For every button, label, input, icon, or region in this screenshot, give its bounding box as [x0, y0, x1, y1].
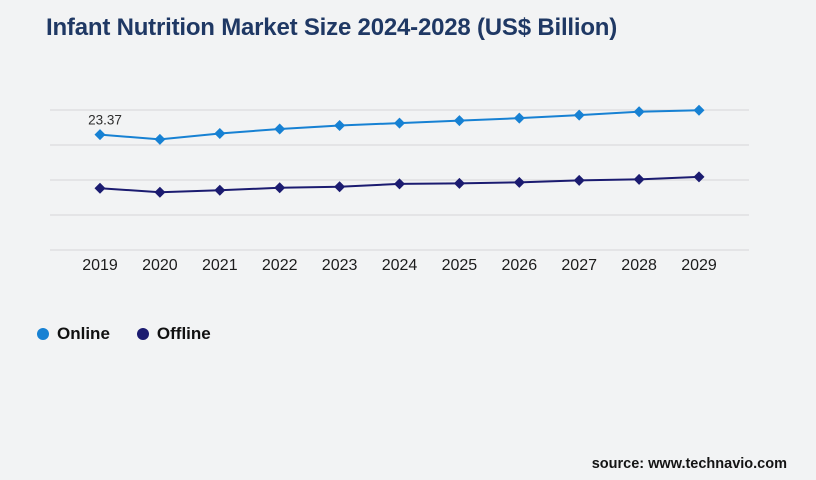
data-point-online-2025 — [453, 115, 465, 127]
data-point-online-2019 — [94, 129, 106, 141]
x-axis-label-2026: 2026 — [502, 257, 538, 274]
data-point-online-2022 — [274, 123, 286, 135]
x-axis-label-2025: 2025 — [442, 257, 478, 274]
data-point-online-2029 — [693, 104, 705, 116]
x-axis-label-2023: 2023 — [322, 257, 358, 274]
data-point-offline-2019 — [94, 182, 106, 194]
chart-title: Infant Nutrition Market Size 2024-2028 (… — [46, 14, 618, 41]
line-chart: 2019 2020 2021 2022 2023 2024 2025 2026 2027 2028… — [50, 104, 749, 274]
data-point-offline-2024 — [394, 178, 405, 190]
x-axis-label-2029: 2029 — [681, 257, 717, 274]
x-axis-label-2028: 2028 — [621, 257, 657, 274]
data-point-offline-2021 — [214, 184, 226, 196]
legend-item-offline: Offline — [136, 324, 211, 344]
data-point-online-2027 — [573, 109, 585, 121]
legend-dot-offline-icon — [136, 328, 149, 340]
x-axis-label-2022: 2022 — [262, 257, 298, 274]
data-point-offline-2026 — [513, 176, 525, 188]
data-point-online-2020 — [154, 133, 166, 145]
data-point-online-2024 — [394, 117, 405, 129]
data-point-offline-2022 — [274, 182, 286, 194]
legend-label-offline: Offline — [156, 324, 211, 343]
x-axis-label-2027: 2027 — [561, 257, 597, 274]
data-point-offline-2025 — [453, 177, 465, 189]
point-value-label: 23.37 — [88, 113, 122, 128]
data-point-online-2026 — [513, 112, 525, 124]
source-attribution: source: www.technavio.com — [591, 456, 787, 472]
data-point-offline-2028 — [633, 173, 645, 185]
data-point-online-2028 — [633, 106, 645, 118]
legend-item-online: Online — [37, 324, 110, 344]
data-point-online-2021 — [214, 127, 226, 139]
data-point-offline-2023 — [334, 181, 346, 193]
data-point-online-2023 — [334, 120, 346, 132]
x-axis-label-2020: 2020 — [142, 257, 178, 274]
x-axis-label-2024: 2024 — [382, 257, 418, 274]
x-axis-label-2019: 2019 — [82, 257, 118, 274]
data-point-offline-2029 — [693, 171, 705, 183]
legend-dot-online-icon — [37, 328, 49, 340]
legend-label-online: Online — [57, 324, 110, 343]
x-axis-label-2021: 2021 — [202, 257, 238, 274]
legend: Online Offline — [37, 324, 211, 344]
data-point-offline-2020 — [154, 186, 166, 198]
data-point-offline-2027 — [573, 174, 585, 186]
